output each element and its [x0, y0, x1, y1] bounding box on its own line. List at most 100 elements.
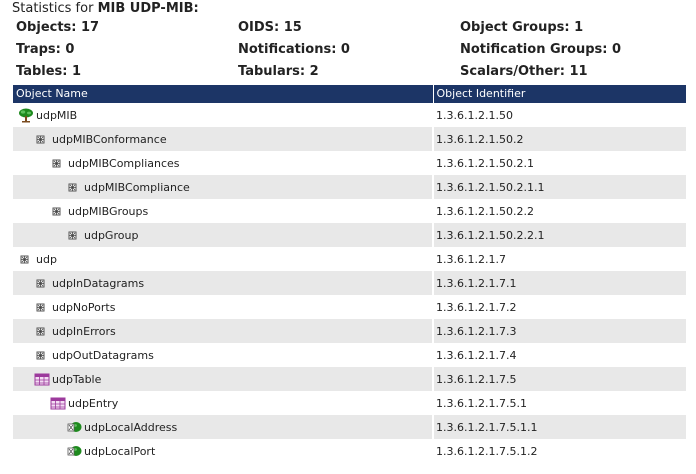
stat-objects: Objects: 17	[16, 20, 100, 35]
object-name-cell: udpMIBGroups	[13, 199, 433, 223]
mib-object-table: Object Name Object Identifier udpMIB 1.3.…	[13, 85, 686, 463]
tree-icon	[18, 108, 34, 123]
object-name-wrapper: udpTable	[13, 372, 432, 386]
object-identifier-cell: 1.3.6.1.2.1.7.4	[432, 343, 686, 367]
object-identifier-cell: 1.3.6.1.2.1.7.5	[432, 367, 686, 391]
table-row[interactable]: udpMIBGroups 1.3.6.1.2.1.50.2.2	[13, 199, 686, 223]
object-name-cell: udpMIBCompliances	[13, 151, 433, 175]
table-body: udpMIB 1.3.6.1.2.1.50 udpMIBConformance 1.3…	[13, 103, 686, 463]
object-name-label[interactable]: udpNoPorts	[52, 300, 116, 314]
object-name-cell: udpMIB	[13, 103, 433, 127]
table-icon	[50, 396, 66, 410]
object-name-label[interactable]: udpLocalPort	[84, 444, 156, 458]
object-name-cell: udpGroup	[13, 223, 433, 247]
stat-scalars-other: Scalars/Other: 11	[460, 64, 588, 79]
object-name-cell: udpInErrors	[13, 319, 433, 343]
object-identifier-cell: 1.3.6.1.2.1.7.5.1.1	[432, 415, 686, 439]
table-row[interactable]: udpLocalPort 1.3.6.1.2.1.7.5.1.2	[13, 439, 686, 463]
node-icon	[66, 180, 82, 194]
object-name-label[interactable]: udpGroup	[84, 228, 139, 242]
table-row[interactable]: udpMIBCompliances 1.3.6.1.2.1.50.2.1	[13, 151, 686, 175]
stat-object-groups: Object Groups: 1	[460, 20, 584, 35]
object-name-label[interactable]: udpLocalAddress	[84, 420, 178, 434]
object-name-cell: udp	[13, 247, 433, 271]
node-icon	[34, 132, 50, 146]
object-name-label[interactable]: udpTable	[52, 372, 102, 386]
object-name-wrapper: udpLocalAddress	[13, 420, 432, 434]
object-name-wrapper: udpLocalPort	[13, 444, 432, 458]
table-row[interactable]: udpInDatagrams 1.3.6.1.2.1.7.1	[13, 271, 686, 295]
object-name-label[interactable]: udpEntry	[68, 396, 119, 410]
object-name-wrapper: udpMIBCompliance	[13, 180, 432, 194]
node-icon	[34, 348, 50, 362]
table-row[interactable]: udpNoPorts 1.3.6.1.2.1.7.2	[13, 295, 686, 319]
node-icon	[34, 324, 50, 338]
table-row[interactable]: udpTable 1.3.6.1.2.1.7.5	[13, 367, 686, 391]
object-name-cell: udpEntry	[13, 391, 433, 415]
object-identifier-cell: 1.3.6.1.2.1.7.5.1.2	[432, 439, 686, 463]
object-identifier-cell: 1.3.6.1.2.1.7	[432, 247, 686, 271]
table-row[interactable]: udp 1.3.6.1.2.1.7	[13, 247, 686, 271]
object-name-wrapper: udpInDatagrams	[13, 276, 432, 290]
heading-prefix: Statistics for	[12, 1, 94, 16]
object-name-label[interactable]: udpMIBCompliance	[84, 180, 190, 194]
node-icon	[66, 228, 82, 242]
object-name-cell: udpLocalPort	[13, 439, 433, 463]
object-identifier-cell: 1.3.6.1.2.1.50.2.2	[432, 199, 686, 223]
object-name-cell: udpMIBCompliance	[13, 175, 433, 199]
object-name-wrapper: udpInErrors	[13, 324, 432, 338]
object-identifier-cell: 1.3.6.1.2.1.7.3	[432, 319, 686, 343]
object-name-wrapper: udpMIBGroups	[13, 204, 432, 218]
object-name-label[interactable]: udpMIBCompliances	[68, 156, 180, 170]
object-name-wrapper: udpMIBCompliances	[13, 156, 432, 170]
table-row[interactable]: udpEntry 1.3.6.1.2.1.7.5.1	[13, 391, 686, 415]
object-identifier-cell: 1.3.6.1.2.1.7.2	[432, 295, 686, 319]
object-identifier-cell: 1.3.6.1.2.1.7.1	[432, 271, 686, 295]
object-name-label[interactable]: udpMIB	[36, 108, 78, 122]
node-icon	[50, 204, 66, 218]
column-header-object-identifier[interactable]: Object Identifier	[432, 85, 686, 103]
object-name-wrapper: udp	[13, 252, 432, 266]
object-name-label[interactable]: udpMIBGroups	[68, 204, 149, 218]
object-name-label[interactable]: udpOutDatagrams	[52, 348, 154, 362]
object-name-wrapper: udpMIBConformance	[13, 132, 432, 146]
table-row[interactable]: udpMIB 1.3.6.1.2.1.50	[13, 103, 686, 127]
table-row[interactable]: udpLocalAddress 1.3.6.1.2.1.7.5.1.1	[13, 415, 686, 439]
heading-mib-name: MIB UDP-MIB:	[97, 1, 199, 16]
object-name-wrapper: udpGroup	[13, 228, 432, 242]
object-name-cell: udpTable	[13, 367, 433, 391]
object-identifier-cell: 1.3.6.1.2.1.50.2.1	[432, 151, 686, 175]
object-identifier-cell: 1.3.6.1.2.1.50.2	[432, 127, 686, 151]
leaf-icon	[66, 420, 82, 434]
stat-tabulars: Tabulars: 2	[238, 64, 319, 79]
object-name-label[interactable]: udp	[36, 252, 57, 266]
node-icon	[34, 300, 50, 314]
table-row[interactable]: udpInErrors 1.3.6.1.2.1.7.3	[13, 319, 686, 343]
object-identifier-cell: 1.3.6.1.2.1.50.2.2.1	[432, 223, 686, 247]
object-name-cell: udpMIBConformance	[13, 127, 433, 151]
object-name-wrapper: udpMIB	[13, 108, 432, 123]
object-name-cell: udpInDatagrams	[13, 271, 433, 295]
object-name-cell: udpLocalAddress	[13, 415, 433, 439]
object-identifier-cell: 1.3.6.1.2.1.50.2.1.1	[432, 175, 686, 199]
object-identifier-cell: 1.3.6.1.2.1.50	[432, 103, 686, 127]
object-name-label[interactable]: udpInErrors	[52, 324, 116, 338]
column-header-object-name[interactable]: Object Name	[13, 85, 433, 103]
table-row[interactable]: udpMIBConformance 1.3.6.1.2.1.50.2	[13, 127, 686, 151]
table-row[interactable]: udpGroup 1.3.6.1.2.1.50.2.2.1	[13, 223, 686, 247]
table-row[interactable]: udpOutDatagrams 1.3.6.1.2.1.7.4	[13, 343, 686, 367]
stat-notifications: Notifications: 0	[238, 42, 350, 57]
object-identifier-cell: 1.3.6.1.2.1.7.5.1	[432, 391, 686, 415]
leaf-icon	[66, 444, 82, 458]
node-icon	[18, 252, 34, 266]
object-name-wrapper: udpOutDatagrams	[13, 348, 432, 362]
object-name-label[interactable]: udpMIBConformance	[52, 132, 167, 146]
table-header-row: Object Name Object Identifier	[13, 85, 686, 103]
object-name-cell: udpNoPorts	[13, 295, 433, 319]
table-row[interactable]: udpMIBCompliance 1.3.6.1.2.1.50.2.1.1	[13, 175, 686, 199]
table-icon	[34, 372, 50, 386]
object-name-label[interactable]: udpInDatagrams	[52, 276, 145, 290]
node-icon	[50, 156, 66, 170]
object-name-wrapper: udpEntry	[13, 396, 432, 410]
page-heading: Statistics for MIB UDP-MIB:	[12, 1, 199, 16]
